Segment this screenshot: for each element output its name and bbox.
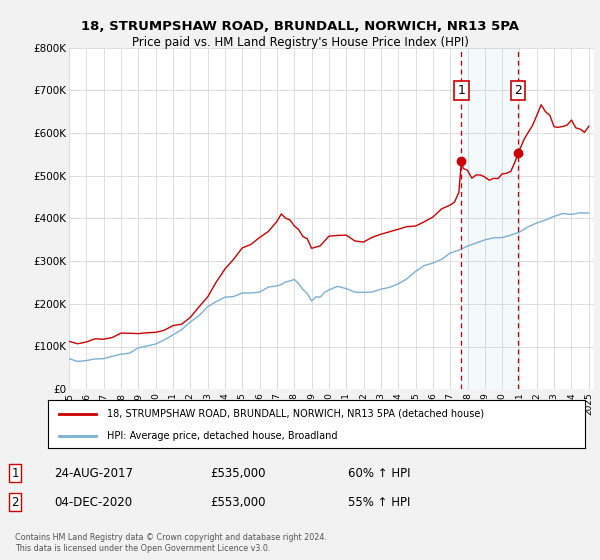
Text: 24-AUG-2017: 24-AUG-2017 — [54, 466, 133, 480]
Text: 2: 2 — [11, 496, 19, 509]
Text: 18, STRUMPSHAW ROAD, BRUNDALL, NORWICH, NR13 5PA: 18, STRUMPSHAW ROAD, BRUNDALL, NORWICH, … — [81, 20, 519, 32]
Text: 60% ↑ HPI: 60% ↑ HPI — [348, 466, 410, 480]
Text: 2: 2 — [514, 84, 522, 97]
Text: £535,000: £535,000 — [210, 466, 265, 480]
Bar — [461, 48, 518, 389]
Text: 1: 1 — [11, 466, 19, 480]
Text: 18, STRUMPSHAW ROAD, BRUNDALL, NORWICH, NR13 5PA (detached house): 18, STRUMPSHAW ROAD, BRUNDALL, NORWICH, … — [107, 409, 484, 419]
Text: 55% ↑ HPI: 55% ↑ HPI — [348, 496, 410, 509]
Text: Price paid vs. HM Land Registry's House Price Index (HPI): Price paid vs. HM Land Registry's House … — [131, 36, 469, 49]
Text: £553,000: £553,000 — [210, 496, 265, 509]
Text: 04-DEC-2020: 04-DEC-2020 — [54, 496, 132, 509]
Text: 1: 1 — [458, 84, 466, 97]
Text: Contains HM Land Registry data © Crown copyright and database right 2024.
This d: Contains HM Land Registry data © Crown c… — [15, 533, 327, 553]
Text: HPI: Average price, detached house, Broadland: HPI: Average price, detached house, Broa… — [107, 431, 338, 441]
